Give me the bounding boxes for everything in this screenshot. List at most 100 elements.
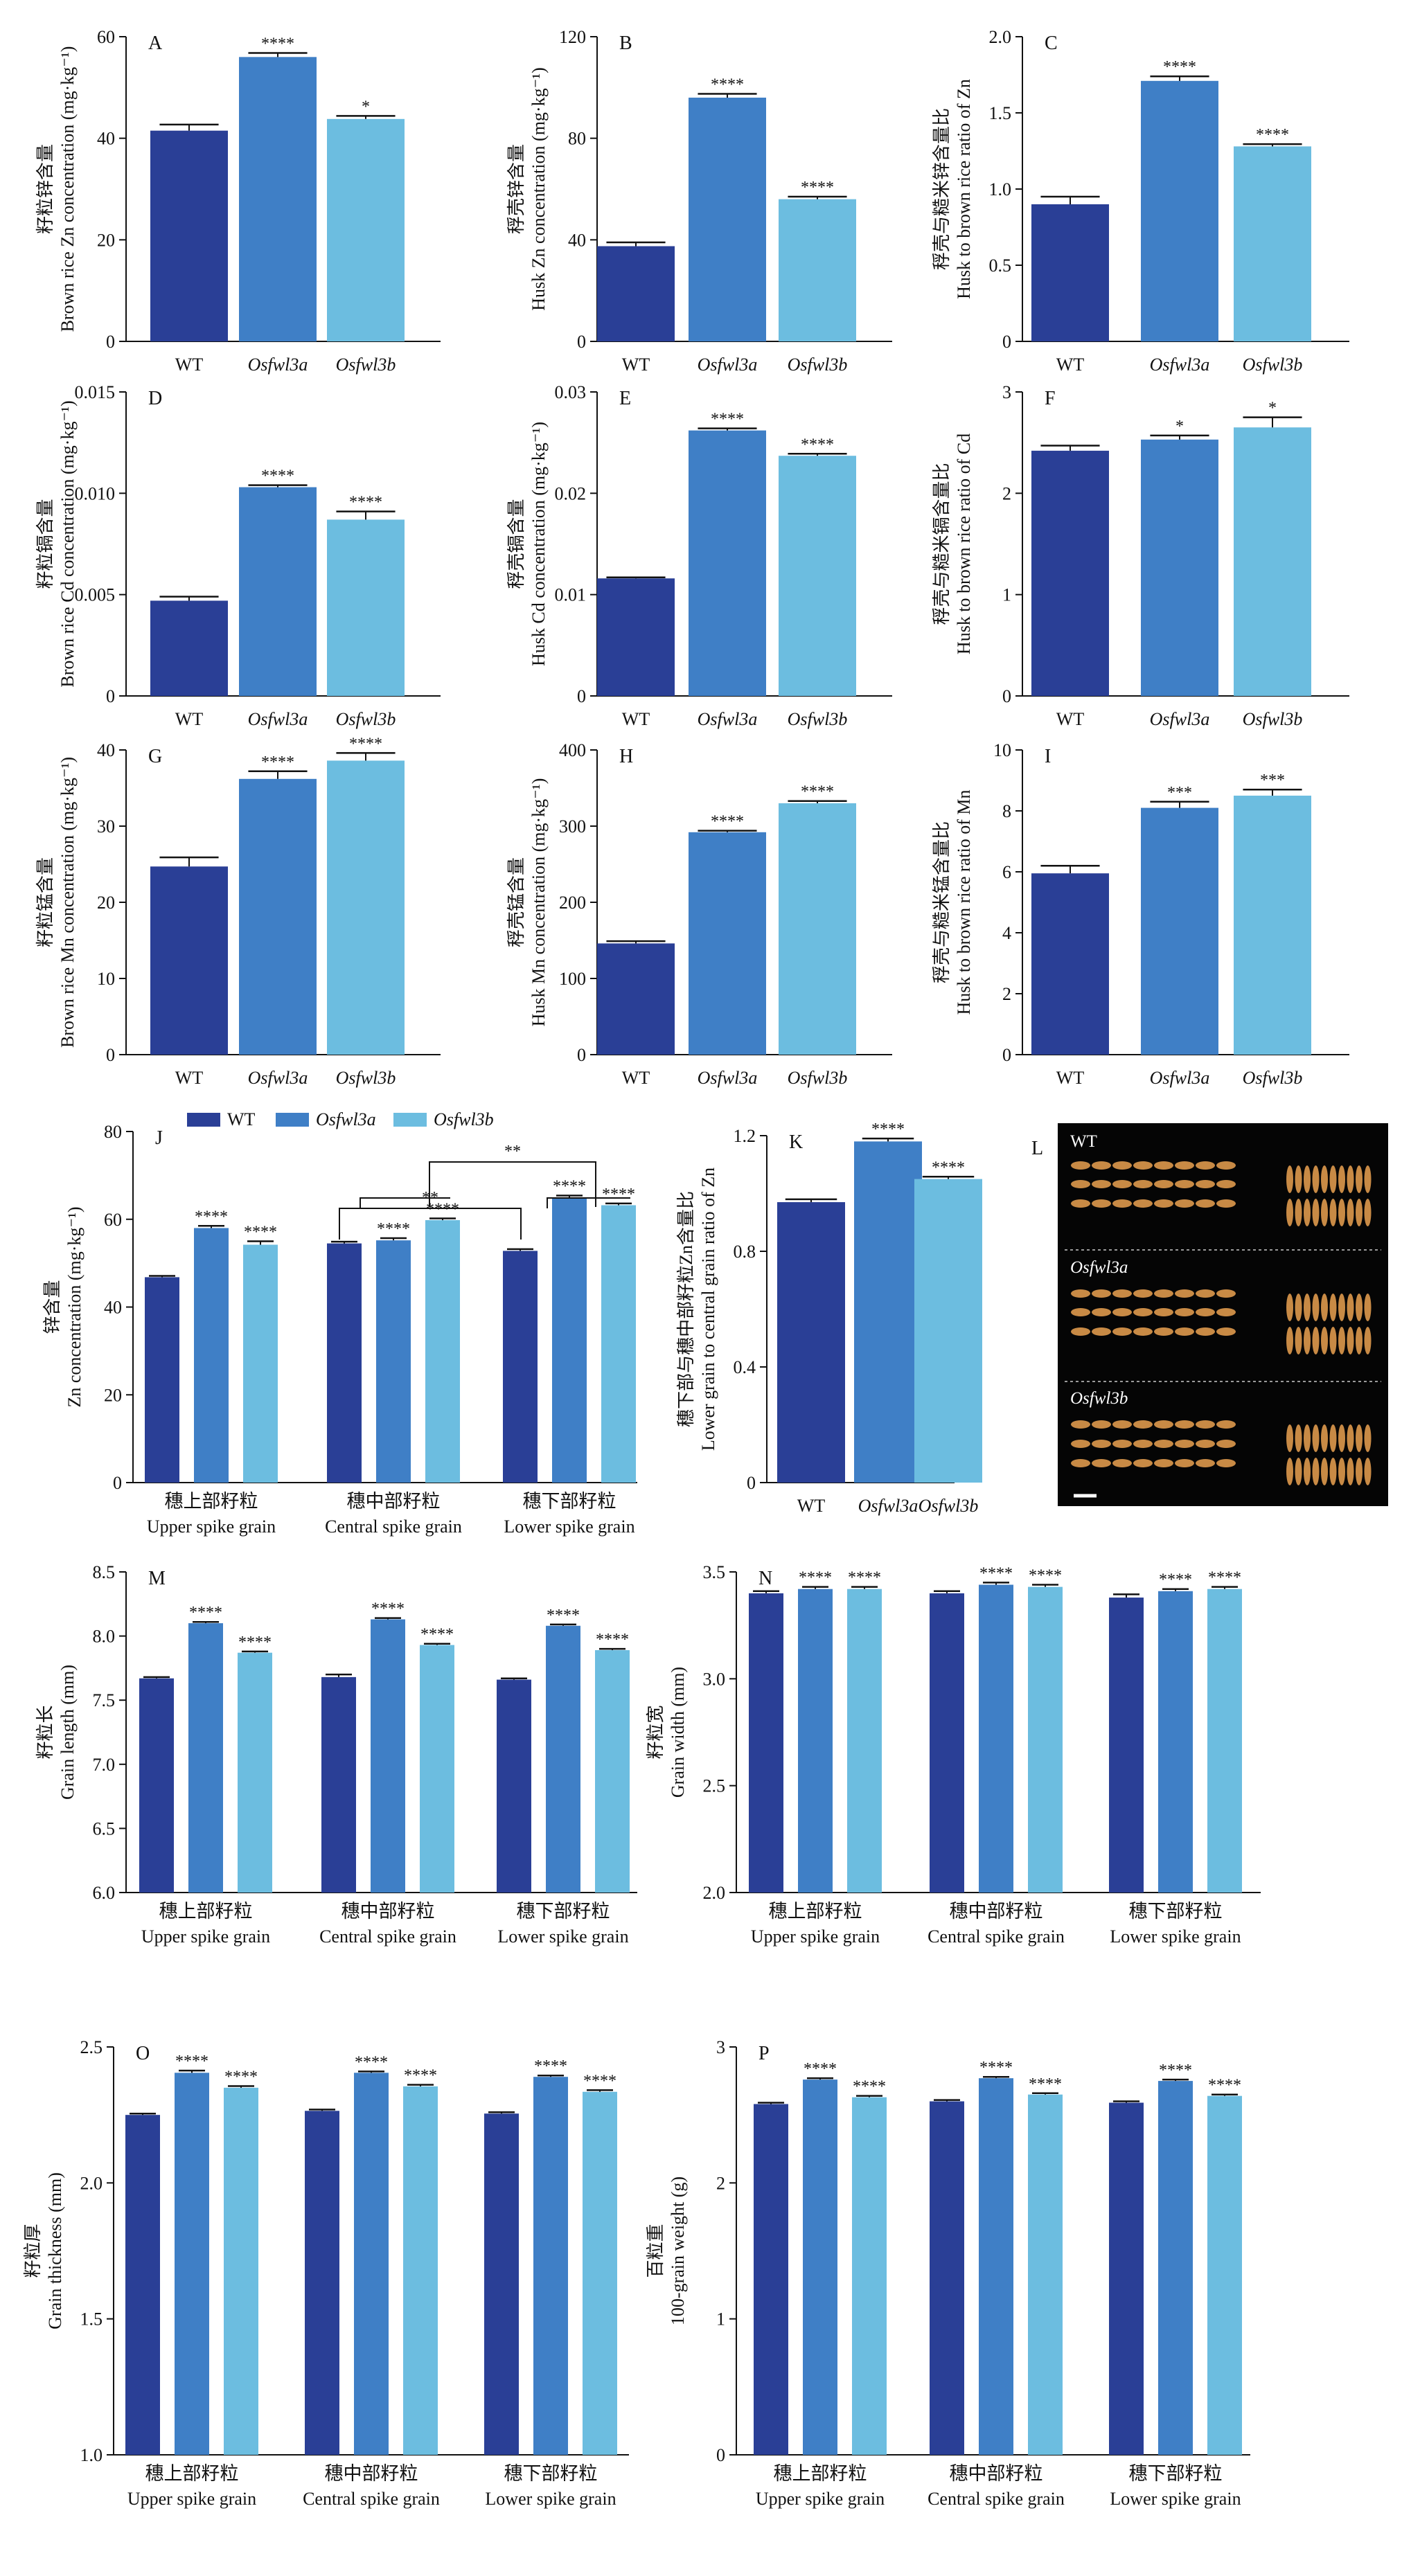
grain-widthwise: [1347, 1199, 1354, 1226]
bar: [321, 1676, 356, 1893]
y-axis-label-zh: 籽粒厚: [23, 2224, 43, 2278]
bar: [371, 1619, 405, 1893]
bar: [1031, 873, 1109, 1055]
significance-mark: ***: [1260, 771, 1285, 789]
x-tick-label: Osfwl3b: [336, 355, 396, 375]
x-tick-label: Osfwl3b: [1243, 709, 1303, 729]
panel-letter: O: [136, 2043, 150, 2064]
panel-letter: M: [148, 1568, 166, 1589]
grain-lengthwise: [1071, 1327, 1090, 1336]
grain-widthwise: [1329, 1165, 1337, 1193]
y-axis-label: 籽粒厚 Grain thickness (mm): [23, 2172, 65, 2329]
grain-widthwise: [1356, 1165, 1363, 1193]
y-axis-label-en: Lower grain to central grain ratio of Zn: [698, 1168, 718, 1451]
grain-lengthwise: [1196, 1327, 1215, 1336]
grain-lengthwise: [1196, 1161, 1215, 1170]
x-tick-label: Osfwl3a: [1150, 1068, 1210, 1088]
legend: WT Osfwl3a Osfwl3b: [187, 1109, 494, 1129]
x-tick-label: Osfwl3b: [788, 1068, 848, 1088]
grain-lengthwise: [1216, 1199, 1236, 1208]
rice-grains: [1071, 1161, 1372, 1485]
y-axis-label-en: Zn concentration (mg·kg⁻¹): [64, 1206, 85, 1407]
y-tick-label: 3: [1002, 382, 1011, 402]
y-tick-label: 0: [1002, 686, 1011, 706]
chart-panel-e: 0 0.01 0.02 0.03 E 稃壳镉含量 Husk Cd concentration…: [506, 382, 892, 729]
bar: [327, 760, 405, 1055]
grain-lengthwise: [1154, 1459, 1173, 1467]
grain-widthwise: [1312, 1424, 1320, 1452]
grain-widthwise: [1286, 1458, 1293, 1485]
grain-widthwise: [1321, 1294, 1328, 1321]
y-tick-label: 1.2: [734, 1126, 756, 1146]
grain-lengthwise: [1154, 1327, 1173, 1336]
y-tick-label: 0: [113, 1473, 122, 1493]
significance-mark: ****: [377, 1220, 410, 1238]
significance-mark: ****: [1208, 2077, 1241, 2095]
x-tick-label: WT: [622, 1068, 650, 1088]
grain-lengthwise: [1216, 1161, 1236, 1170]
bar: [239, 57, 317, 341]
y-tick-label: 7.0: [93, 1755, 116, 1775]
y-tick-label: 2.0: [80, 2173, 103, 2193]
significance-mark: ****: [1159, 1571, 1192, 1589]
chart-panel-d: 0 0.005 0.010 0.015 D 籽粒镉含量 Brown rice Cd conc…: [35, 382, 441, 729]
y-tick-label: 1.5: [80, 2309, 103, 2329]
grain-lengthwise: [1175, 1440, 1194, 1448]
significance-mark: ****: [711, 76, 744, 94]
bar: [854, 1141, 922, 1483]
grain-lengthwise: [1216, 1420, 1236, 1429]
bar: [798, 1589, 833, 1893]
y-tick-label: 20: [104, 1385, 122, 1405]
grain-widthwise: [1347, 1165, 1354, 1193]
grain-widthwise: [1304, 1458, 1311, 1485]
bar: [533, 2077, 568, 2455]
bracket-connector: [360, 1197, 450, 1208]
bar: [194, 1228, 229, 1483]
y-axis-label: 百粒重 100-grain weight (g): [646, 2176, 688, 2325]
grain-lengthwise: [1216, 1327, 1236, 1336]
panel-letter: J: [155, 1127, 163, 1149]
significance-mark: ****: [553, 1178, 586, 1196]
significance-mark: ****: [261, 467, 294, 485]
x-tick-label: Osfwl3b: [336, 709, 396, 729]
grain-widthwise: [1295, 1424, 1302, 1452]
group-label-zh: 穗中部籽粒: [950, 1901, 1043, 1922]
grain-lengthwise: [1133, 1308, 1153, 1316]
bar: [1207, 2095, 1242, 2455]
group-label-en: Upper spike grain: [751, 1926, 880, 1947]
grain-widthwise: [1338, 1294, 1345, 1321]
y-axis-label: 籽粒锰含量 Brown rice Mn concentration (mg·kg⁻…: [35, 757, 78, 1048]
significance-mark: ****: [261, 753, 294, 771]
grain-lengthwise: [1133, 1440, 1153, 1448]
grain-lengthwise: [1216, 1459, 1236, 1467]
group-label-en: Lower spike grain: [504, 1517, 635, 1537]
grain-widthwise: [1356, 1424, 1363, 1452]
bar: [403, 2086, 438, 2455]
y-axis-label-zh: 稃壳镉含量: [506, 499, 526, 589]
panel-letter: I: [1045, 746, 1051, 767]
significance-mark: ****: [979, 2059, 1013, 2077]
panel-letter: B: [619, 33, 632, 54]
grain-widthwise: [1356, 1458, 1363, 1485]
group-label-zh: 穗中部籽粒: [950, 2463, 1043, 2484]
chart-panel-b: 0 40 80 120 B 稃壳锌含量 Husk Zn concentration (mg·…: [506, 27, 892, 375]
comparison-bracket: [339, 1208, 522, 1240]
y-tick-label: 10: [97, 969, 115, 989]
x-tick-label: Osfwl3a: [698, 355, 758, 375]
y-tick-label: 100: [559, 969, 586, 989]
bar: [420, 1645, 454, 1893]
grain-lengthwise: [1112, 1289, 1132, 1298]
x-tick-label: Osfwl3a: [698, 1068, 758, 1088]
y-axis-label-zh: 籽粒镉含量: [35, 499, 55, 589]
grain-widthwise: [1312, 1165, 1320, 1193]
panel-letter: C: [1045, 33, 1058, 54]
bar: [689, 832, 766, 1055]
grain-lengthwise: [1196, 1289, 1215, 1298]
group-label-en: Upper spike grain: [147, 1517, 276, 1537]
significance-mark: ****: [355, 2053, 388, 2071]
grain-widthwise: [1304, 1327, 1311, 1354]
group-label-zh: 穗上部籽粒: [774, 2463, 867, 2484]
grain-widthwise: [1295, 1327, 1302, 1354]
chart-panel-a: 0 20 40 60 A 籽粒锌含量 Brown rice Zn concentration…: [35, 27, 441, 375]
grain-widthwise: [1312, 1294, 1320, 1321]
